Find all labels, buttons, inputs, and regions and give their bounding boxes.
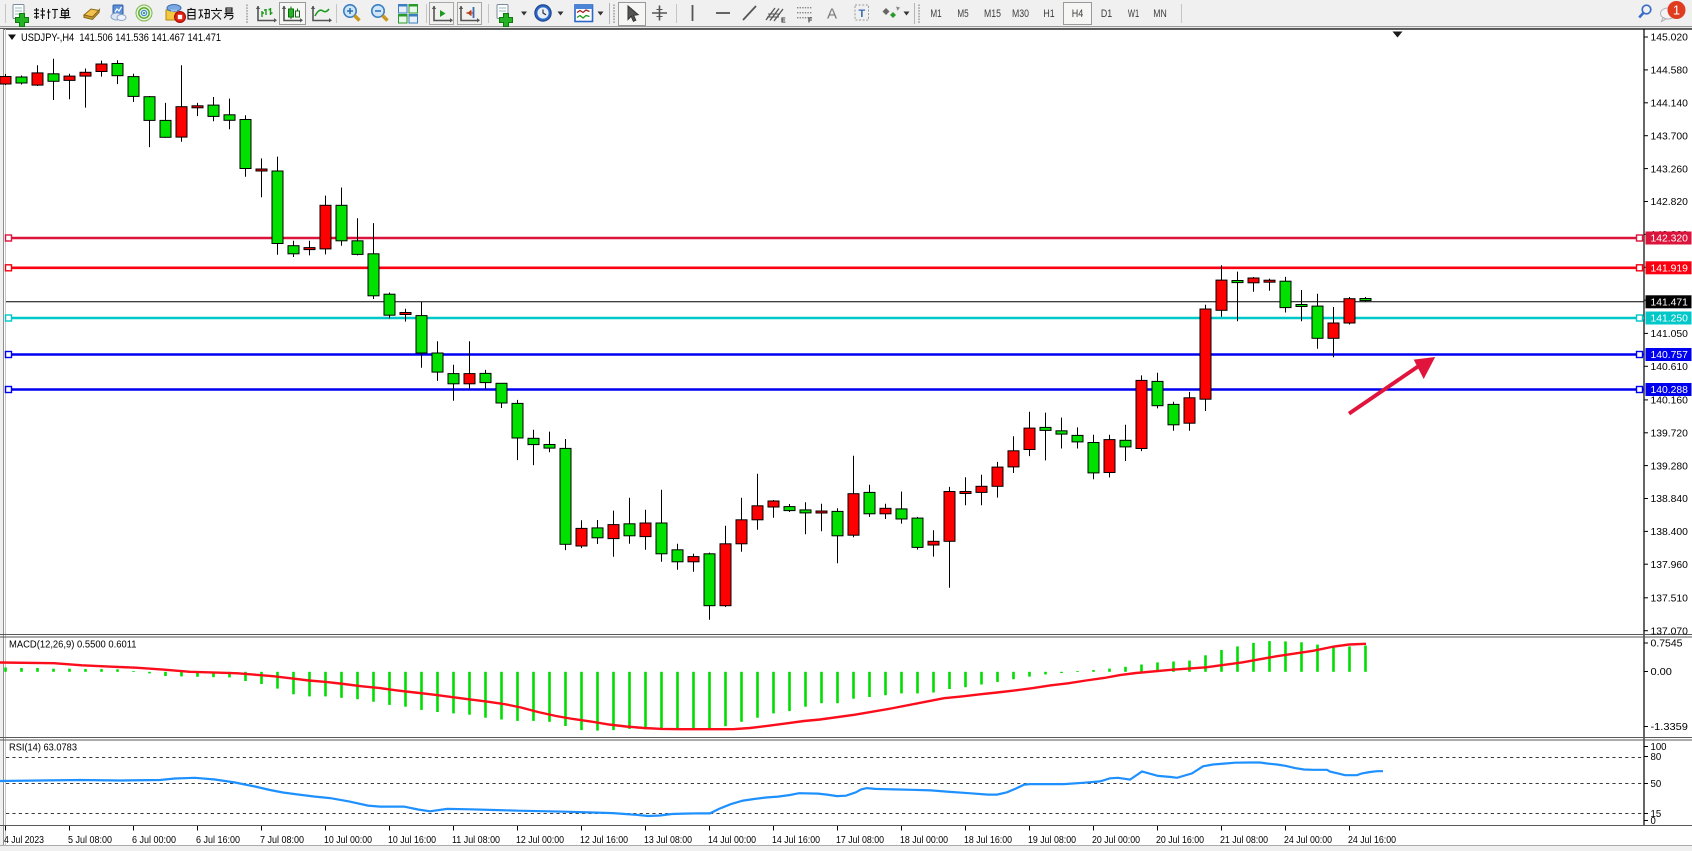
svg-text:138.840: 138.840: [1651, 494, 1689, 505]
svg-text:11 Jul 08:00: 11 Jul 08:00: [452, 835, 500, 846]
svg-text:MACD(12,26,9) 0.5500 0.6011: MACD(12,26,9) 0.5500 0.6011: [9, 640, 137, 651]
svg-text:E: E: [781, 18, 786, 25]
svg-text:T: T: [859, 8, 866, 20]
svg-text:0: 0: [1651, 816, 1657, 827]
svg-text:RSI(14) 63.0783: RSI(14) 63.0783: [9, 743, 77, 754]
svg-text:M15: M15: [984, 8, 1001, 20]
svg-text:137.510: 137.510: [1651, 594, 1689, 605]
svg-text:19 Jul 08:00: 19 Jul 08:00: [1028, 835, 1076, 846]
svg-text:20 Jul 00:00: 20 Jul 00:00: [1092, 835, 1140, 846]
svg-text:6 Jul 16:00: 6 Jul 16:00: [196, 835, 240, 846]
svg-text:USDJPY-,H4 141.506 141.536 14: USDJPY-,H4 141.506 141.536 141.467 141.4…: [21, 32, 221, 44]
svg-text:144.580: 144.580: [1651, 66, 1689, 77]
svg-text:142.820: 142.820: [1651, 197, 1689, 208]
svg-text:139.280: 139.280: [1651, 461, 1689, 472]
svg-text:137.070: 137.070: [1651, 626, 1689, 637]
svg-text:141.471: 141.471: [1651, 298, 1689, 309]
svg-text:10 Jul 00:00: 10 Jul 00:00: [324, 835, 372, 846]
svg-text:145.020: 145.020: [1651, 33, 1689, 44]
svg-text:21 Jul 08:00: 21 Jul 08:00: [1220, 835, 1268, 846]
svg-text:F: F: [808, 18, 813, 25]
svg-text:H4: H4: [1072, 8, 1084, 20]
svg-text:7 Jul 08:00: 7 Jul 08:00: [260, 835, 304, 846]
svg-text:140.610: 140.610: [1651, 362, 1689, 373]
svg-text:18 Jul 16:00: 18 Jul 16:00: [964, 835, 1012, 846]
svg-text:141.050: 141.050: [1651, 329, 1689, 340]
svg-text:4 Jul 2023: 4 Jul 2023: [4, 835, 44, 846]
svg-text:13 Jul 08:00: 13 Jul 08:00: [644, 835, 692, 846]
svg-text:W1: W1: [1128, 8, 1139, 20]
svg-text:139.720: 139.720: [1651, 429, 1689, 440]
svg-text:-1.3359: -1.3359: [1651, 722, 1689, 733]
svg-text:MN: MN: [1153, 8, 1167, 20]
svg-text:10 Jul 16:00: 10 Jul 16:00: [388, 835, 436, 846]
svg-text:18 Jul 00:00: 18 Jul 00:00: [900, 835, 948, 846]
svg-text:14 Jul 00:00: 14 Jul 00:00: [708, 835, 756, 846]
svg-text:0.00: 0.00: [1651, 667, 1673, 678]
svg-text:80: 80: [1651, 752, 1662, 763]
svg-text:138.400: 138.400: [1651, 527, 1689, 538]
svg-text:137.960: 137.960: [1651, 560, 1689, 571]
svg-text:144.140: 144.140: [1651, 99, 1689, 110]
svg-text:A: A: [827, 6, 837, 23]
svg-text:D1: D1: [1101, 8, 1112, 20]
svg-text:0.7545: 0.7545: [1651, 639, 1683, 650]
svg-text:24 Jul 16:00: 24 Jul 16:00: [1348, 835, 1396, 846]
svg-text:M30: M30: [1012, 8, 1029, 20]
svg-text:14 Jul 16:00: 14 Jul 16:00: [772, 835, 820, 846]
svg-text:20 Jul 16:00: 20 Jul 16:00: [1156, 835, 1204, 846]
svg-text:1: 1: [1673, 3, 1680, 18]
svg-text:24 Jul 00:00: 24 Jul 00:00: [1284, 835, 1332, 846]
svg-text:140.757: 140.757: [1651, 350, 1689, 361]
svg-text:140.160: 140.160: [1651, 396, 1689, 407]
svg-text:15: 15: [1651, 809, 1662, 820]
svg-text:12 Jul 16:00: 12 Jul 16:00: [580, 835, 628, 846]
svg-text:5 Jul 08:00: 5 Jul 08:00: [68, 835, 112, 846]
svg-text:140.288: 140.288: [1651, 385, 1689, 396]
svg-text:141.250: 141.250: [1651, 314, 1689, 325]
svg-text:141.919: 141.919: [1651, 264, 1689, 275]
svg-text:142.320: 142.320: [1651, 234, 1689, 245]
svg-text:143.700: 143.700: [1651, 131, 1689, 142]
svg-text:H1: H1: [1043, 8, 1054, 20]
svg-text:50: 50: [1651, 779, 1662, 790]
svg-text:17 Jul 08:00: 17 Jul 08:00: [836, 835, 884, 846]
svg-text:M5: M5: [957, 8, 968, 20]
svg-text:6 Jul 00:00: 6 Jul 00:00: [132, 835, 176, 846]
svg-text:100: 100: [1651, 742, 1667, 753]
svg-text:12 Jul 00:00: 12 Jul 00:00: [516, 835, 564, 846]
svg-text:143.260: 143.260: [1651, 164, 1689, 175]
svg-text:M1: M1: [930, 8, 941, 20]
